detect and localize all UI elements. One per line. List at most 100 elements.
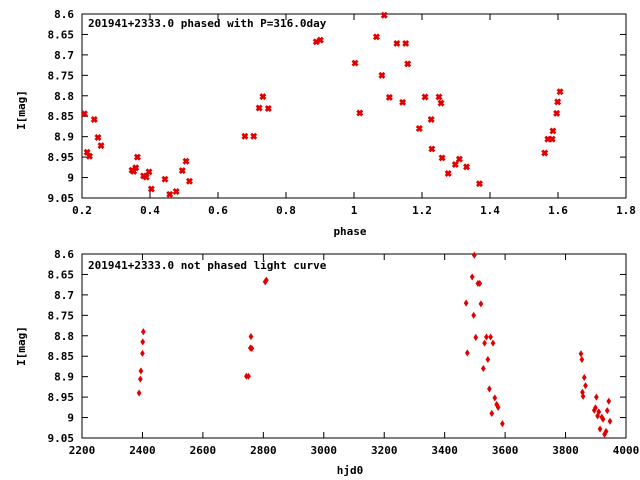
data-point	[182, 157, 190, 165]
x-tick-label: 3800	[552, 444, 579, 457]
data-point	[142, 173, 150, 181]
data-point	[487, 385, 492, 393]
x-axis-label: hjd0	[337, 464, 364, 477]
data-point	[249, 344, 255, 352]
data-point	[541, 149, 549, 157]
data-point	[178, 167, 186, 175]
data-point	[97, 142, 105, 150]
data-point	[471, 311, 477, 319]
x-tick-label: 3600	[492, 444, 519, 457]
data-point	[172, 187, 180, 195]
data-point	[597, 425, 603, 433]
y-tick-label: 8.85	[48, 350, 75, 363]
data-point	[378, 71, 386, 79]
data-point	[428, 145, 436, 153]
data-point	[380, 11, 388, 19]
y-tick-label: 9.05	[48, 432, 75, 445]
y-tick-label: 8.65	[48, 28, 75, 41]
y-tick-label: 8.7	[54, 289, 74, 302]
data-point	[263, 276, 269, 284]
data-point	[482, 339, 487, 347]
x-tick-label: 0.6	[208, 204, 228, 217]
data-point	[579, 355, 585, 364]
x-tick-label: 2800	[250, 444, 277, 457]
x-tick-label: 3200	[371, 444, 398, 457]
data-point	[241, 132, 249, 140]
data-point	[556, 88, 564, 96]
data-point	[393, 39, 401, 47]
data-point	[464, 349, 470, 357]
data-point	[607, 417, 613, 425]
y-tick-label: 8.65	[48, 268, 75, 281]
data-point	[372, 33, 380, 41]
x-axis-ticks: 0.2 0.4 0.6 0.8 1 1.2 1.4 1.6 1.8	[72, 14, 636, 217]
data-point	[94, 133, 102, 141]
data-point	[415, 124, 423, 132]
data-point	[489, 409, 495, 418]
data-point	[133, 153, 141, 161]
data-point	[248, 333, 254, 341]
data-point	[554, 98, 562, 106]
data-point	[495, 403, 501, 411]
data-point	[140, 338, 146, 346]
y-axis-ticks: 8.6 8.65 8.7 8.75 8.8 8.85 8.9 8.95 9 9.05	[48, 248, 626, 445]
data-point	[480, 364, 486, 373]
x-axis-ticks: 2200 2400 2600 2800 3000 3200 3400 3600 3800 4000	[69, 254, 639, 457]
data-point	[463, 163, 471, 171]
y-tick-label: 9.05	[48, 192, 75, 205]
data-point	[593, 404, 598, 412]
chart-title: 201941+2333.0 phased with P=316.0day	[88, 17, 327, 30]
data-point	[80, 110, 88, 118]
data-point	[185, 177, 193, 185]
y-tick-label: 8.75	[48, 69, 75, 82]
data-point	[490, 339, 496, 347]
y-tick-label: 8.6	[54, 8, 74, 21]
data-point	[246, 372, 251, 380]
chart-title: 201941+2333.0 not phased light curve	[88, 259, 327, 272]
data-point	[581, 373, 587, 382]
data-point	[553, 109, 561, 117]
data-point	[603, 427, 609, 435]
data-point	[600, 415, 606, 423]
data-point	[500, 420, 505, 428]
x-tick-label: 2200	[69, 444, 96, 457]
data-point	[580, 392, 586, 400]
y-tick-label: 8.8	[54, 330, 74, 343]
data-point	[451, 160, 459, 168]
x-tick-label: 3000	[311, 444, 338, 457]
data-point	[138, 367, 144, 375]
data-point	[463, 299, 469, 307]
y-axis-label: I[mag]	[15, 326, 28, 366]
data-point	[316, 36, 324, 44]
x-tick-label: 1	[351, 204, 358, 217]
x-tick-label: 0.4	[140, 204, 160, 217]
data-point	[438, 154, 446, 162]
data-point	[437, 99, 445, 107]
data-point	[473, 333, 479, 341]
x-tick-label: 1.6	[548, 204, 568, 217]
data-point	[147, 185, 155, 193]
data-point	[455, 155, 463, 163]
data-point	[90, 116, 98, 123]
data-point	[166, 190, 174, 198]
y-tick-label: 9	[67, 412, 74, 425]
x-tick-label: 2600	[190, 444, 217, 457]
data-point	[385, 93, 393, 101]
x-tick-label: 0.8	[276, 204, 296, 217]
data-point	[485, 355, 491, 364]
x-axis-label: phase	[333, 225, 366, 238]
x-tick-label: 1.8	[616, 204, 636, 217]
data-point	[444, 169, 452, 177]
x-tick-label: 1.2	[412, 204, 432, 217]
data-point	[549, 127, 557, 135]
data-point	[145, 168, 153, 176]
data-point	[604, 407, 610, 415]
data-point	[255, 104, 263, 112]
x-tick-label: 2400	[129, 444, 156, 457]
data-point	[132, 164, 140, 172]
data-point	[492, 394, 498, 402]
phased-light-curve-panel: 8.6 8.65 8.7 8.75 8.8 8.85 8.9 8.95 9 9.05 0.2 0.4…	[15, 8, 636, 238]
data-point	[402, 39, 410, 47]
data-points	[136, 251, 613, 438]
